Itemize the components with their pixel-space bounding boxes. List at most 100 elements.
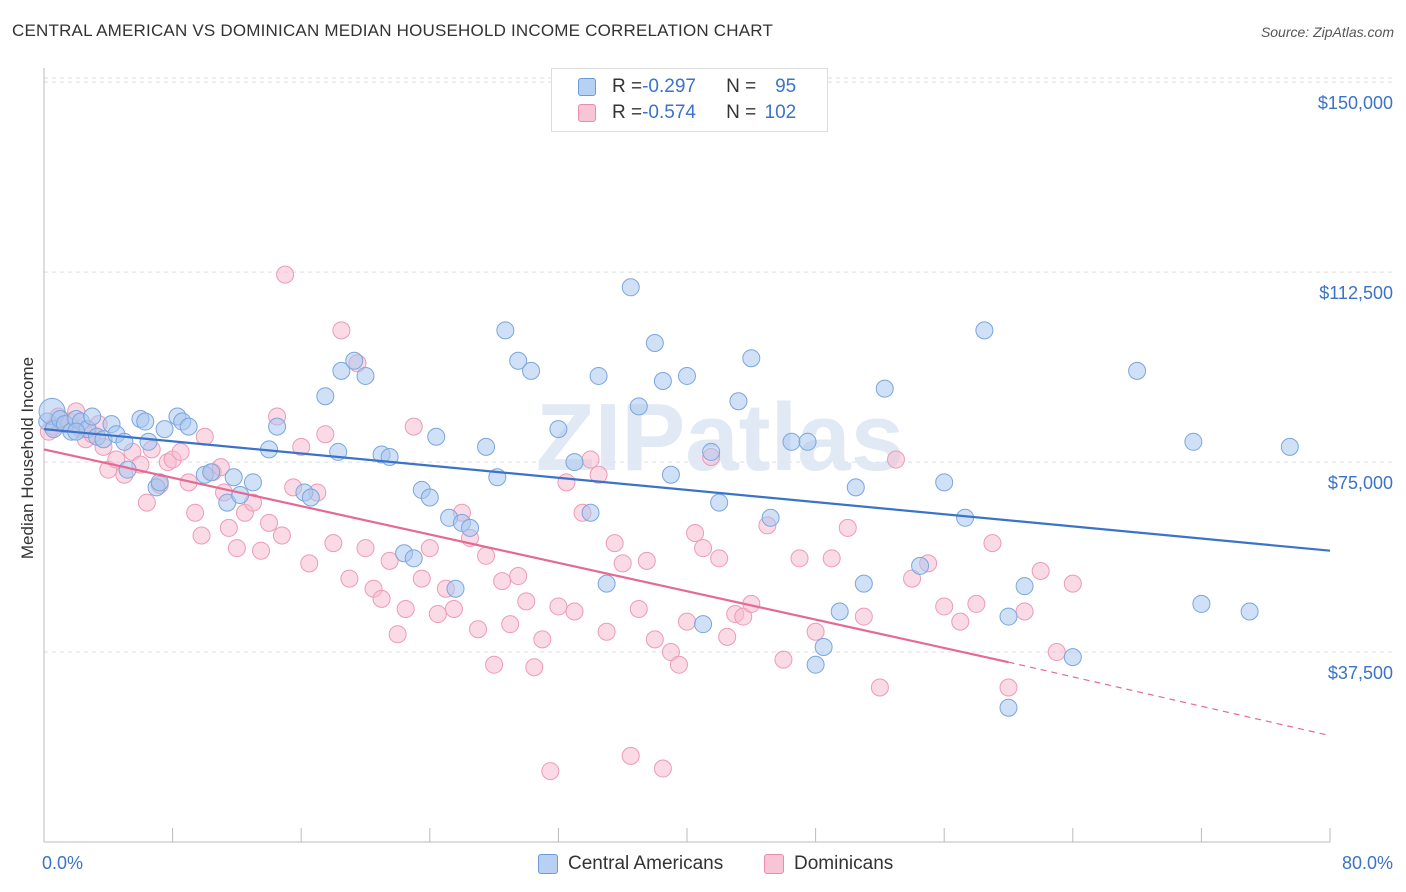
data-point-dominicans [1031, 561, 1050, 580]
data-point-central-americans [522, 361, 541, 380]
data-point-dominicans [227, 539, 246, 558]
n-value: 95 [775, 76, 797, 97]
data-point-dominicans [525, 658, 544, 677]
data-point-dominicans [501, 615, 520, 634]
y-tick-label: $112,500 [1319, 283, 1393, 303]
legend-label: Dominicans [794, 853, 894, 874]
data-point-central-americans [806, 655, 825, 674]
data-point-dominicans [469, 620, 488, 639]
data-point-dominicans [669, 655, 688, 674]
data-point-dominicans [790, 549, 809, 568]
data-point-dominicans [935, 597, 954, 616]
data-point-central-americans [345, 351, 364, 370]
data-point-central-americans [645, 334, 664, 353]
data-point-dominicans [324, 534, 343, 553]
data-point-central-americans [629, 397, 648, 416]
data-point-central-americans [1128, 361, 1147, 380]
data-point-dominicans [710, 549, 729, 568]
data-point-central-americans [202, 463, 221, 482]
r-value: -0.297 [642, 76, 696, 97]
data-point-central-americans [742, 349, 761, 368]
data-point-central-americans [477, 437, 496, 456]
data-point-dominicans [219, 518, 238, 537]
data-point-dominicans [260, 513, 279, 532]
legend-label: Central Americans [568, 853, 724, 874]
data-point-central-americans [694, 615, 713, 634]
data-point-central-americans [404, 549, 423, 568]
data-point-dominicans [444, 599, 463, 618]
data-point-central-americans [356, 366, 375, 385]
axes [43, 68, 1331, 843]
data-point-central-americans [875, 379, 894, 398]
legend-item-dominicans: Dominicans [764, 851, 893, 877]
data-point-dominicans [653, 759, 672, 778]
data-point-dominicans [557, 473, 576, 492]
data-point-central-americans [975, 321, 994, 340]
data-point-dominicans [854, 607, 873, 626]
data-point-central-americans [565, 453, 584, 472]
data-point-central-americans [911, 556, 930, 575]
data-point-dominicans [396, 599, 415, 618]
data-point-dominicans [388, 625, 407, 644]
data-point-dominicans [645, 630, 664, 649]
data-point-dominicans [356, 539, 375, 558]
data-point-central-americans [139, 432, 158, 451]
data-point-central-americans [782, 432, 801, 451]
chart-title: CENTRAL AMERICAN VS DOMINICAN MEDIAN HOU… [12, 21, 774, 40]
stats-row-dominicans: R = -0.574 N = 102 [578, 101, 796, 125]
data-point-dominicans [316, 425, 335, 444]
legend-swatch-pink [578, 104, 596, 122]
data-point-dominicans [533, 630, 552, 649]
trend-line-dominicans [43, 448, 1009, 664]
data-point-dominicans [404, 417, 423, 436]
data-point-central-americans [935, 473, 954, 492]
legend-swatch-pink [764, 854, 784, 874]
data-point-dominicans [380, 551, 399, 570]
r-label: R = [612, 76, 643, 97]
data-point-central-americans [83, 407, 102, 426]
data-point-dominicans [272, 526, 291, 545]
data-point-dominicans [300, 554, 319, 573]
data-point-central-americans [224, 468, 243, 487]
data-point-dominicans [137, 493, 156, 512]
data-point-dominicans [686, 523, 705, 542]
data-point-dominicans [838, 518, 857, 537]
data-point-central-americans [268, 417, 287, 436]
data-point-central-americans [653, 372, 672, 391]
data-point-dominicans [903, 569, 922, 588]
y-tick-label: $75,000 [1328, 473, 1393, 493]
data-point-dominicans [252, 541, 271, 560]
r-label: R = [612, 102, 643, 123]
trend-line-central-americans [43, 428, 1331, 552]
y-tick-label: $150,000 [1318, 93, 1393, 113]
r-value: -0.574 [642, 102, 696, 123]
data-point-central-americans [702, 442, 721, 461]
data-point-dominicans [967, 594, 986, 613]
data-point-central-americans [301, 488, 320, 507]
data-point-central-americans [729, 392, 748, 411]
data-point-central-americans [446, 579, 465, 598]
data-point-dominicans [1015, 602, 1034, 621]
stats-legend: R = -0.297 N = 95 R = -0.574 N = 102 [551, 68, 828, 132]
y-tick-label: $37,500 [1328, 663, 1393, 683]
data-point-central-americans [854, 574, 873, 593]
data-point-dominicans [734, 607, 753, 626]
data-point-dominicans [605, 534, 624, 553]
data-point-dominicans [589, 465, 608, 484]
data-point-central-americans [332, 361, 351, 380]
data-point-dominicans [629, 599, 648, 618]
data-point-central-americans [427, 427, 446, 446]
data-point-dominicans [276, 265, 295, 284]
data-point-central-americans [621, 278, 640, 297]
data-point-central-americans [581, 503, 600, 522]
x-tick-label: 80.0% [1342, 853, 1393, 873]
data-point-dominicans [171, 442, 190, 461]
data-point-dominicans [661, 643, 680, 662]
data-point-central-americans [1063, 648, 1082, 667]
data-point-central-americans [1184, 432, 1203, 451]
data-point-dominicans [549, 597, 568, 616]
data-point-dominicans [1063, 574, 1082, 593]
data-point-central-americans [1240, 602, 1259, 621]
data-point-central-americans [597, 574, 616, 593]
data-point-central-americans [589, 366, 608, 385]
